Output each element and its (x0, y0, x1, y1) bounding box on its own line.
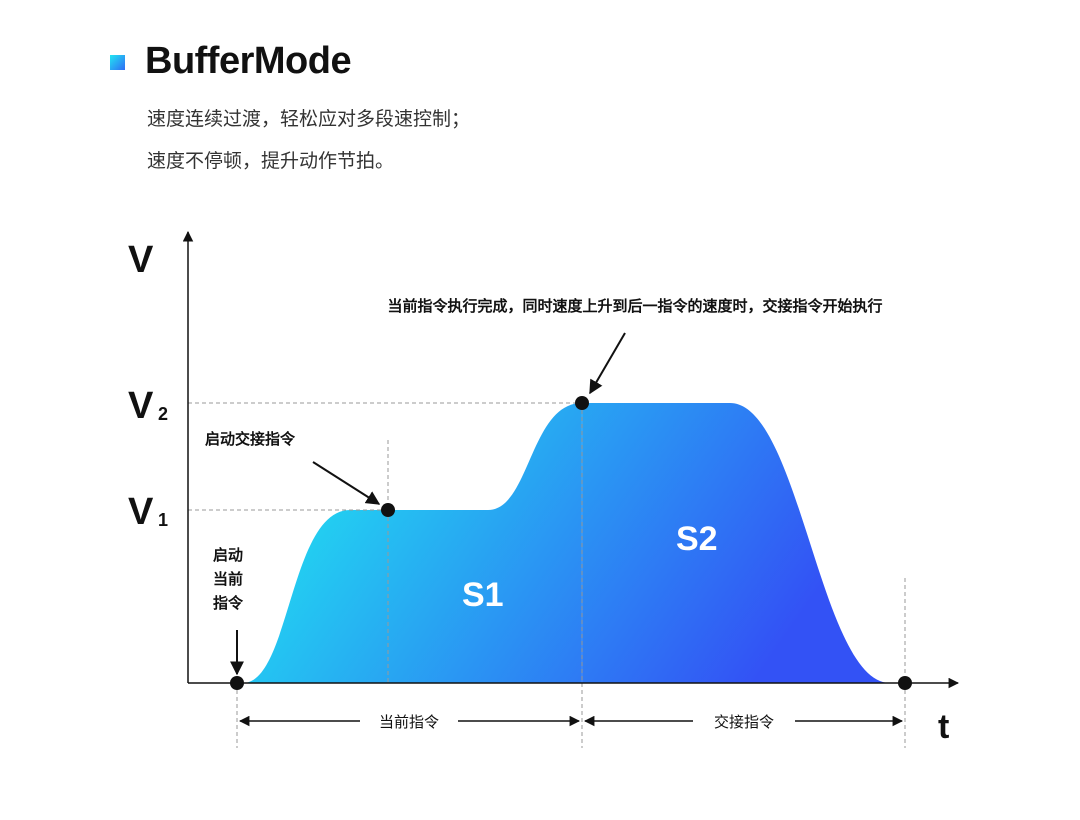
start-handover-arrow (312, 461, 381, 505)
completion-label: 当前指令执行完成，同时速度上升到后一指令的速度时，交接指令开始执行 (387, 297, 882, 315)
v1-label: V (128, 491, 154, 533)
handover-span-label: 交接指令 (714, 713, 774, 731)
description-line-2: 速度不停顿，提升动作节拍。 (147, 150, 395, 172)
v1-subscript: 1 (158, 510, 168, 530)
page-title: BufferMode (145, 40, 352, 82)
v2-subscript: 2 (158, 404, 168, 424)
title-marker-icon (110, 55, 125, 70)
point-end (898, 676, 912, 690)
current-span-label: 当前指令 (379, 713, 439, 731)
point-handover-start (381, 503, 395, 517)
description-line-1: 速度连续过渡，轻松应对多段速控制； (147, 108, 471, 130)
start-current-label-3: 指令 (213, 594, 244, 612)
x-axis-label: t (938, 708, 949, 746)
velocity-area (243, 403, 890, 683)
point-start (230, 676, 244, 690)
y-axis-label: V (128, 239, 154, 281)
start-current-label-1: 启动 (213, 546, 243, 564)
completion-arrow (589, 332, 626, 395)
area-label-s1: S1 (462, 576, 504, 614)
guide-lines (188, 402, 906, 748)
area-label-s2: S2 (676, 520, 718, 558)
v2-label: V (128, 385, 154, 427)
point-current-complete (575, 396, 589, 410)
start-current-label-2: 当前 (213, 570, 243, 588)
start-handover-label: 启动交接指令 (205, 430, 296, 448)
